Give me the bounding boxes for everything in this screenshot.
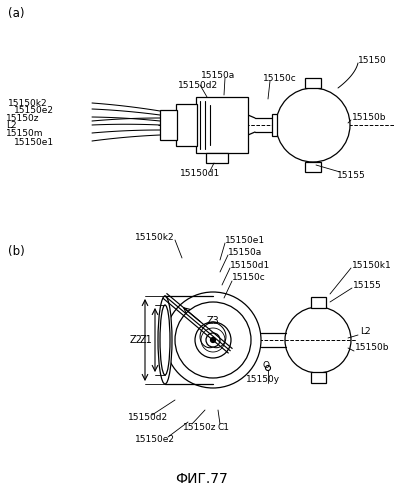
Text: C1: C1 [218,423,230,432]
Text: 15150b: 15150b [355,343,390,352]
Bar [305,78,321,88]
Text: 15155: 15155 [337,171,366,180]
Text: 15150k1: 15150k1 [352,260,392,269]
Ellipse shape [160,305,170,375]
Text: 15150d2: 15150d2 [178,80,218,89]
Bar [206,153,228,163]
Text: 15150c: 15150c [263,73,297,82]
Bar [272,114,277,136]
Circle shape [211,337,215,342]
Bar [160,110,177,140]
Circle shape [285,307,351,373]
Circle shape [165,292,261,388]
Circle shape [276,88,350,162]
Text: 15150d1: 15150d1 [230,260,270,269]
Circle shape [195,322,231,358]
Text: (a): (a) [8,6,24,19]
Text: 15150e2: 15150e2 [135,436,175,445]
Text: Z1: Z1 [139,335,152,345]
Text: 15150e1: 15150e1 [225,236,265,245]
Text: 15150a: 15150a [201,70,235,79]
Bar [176,104,197,146]
Text: 15150z: 15150z [6,113,40,122]
Text: L2: L2 [6,120,17,130]
Text: Z3: Z3 [206,316,219,326]
Text: 15150e1: 15150e1 [14,138,54,147]
Text: 15150d1: 15150d1 [180,169,220,178]
Bar [311,297,326,308]
Text: 15150b: 15150b [352,112,386,121]
Circle shape [266,365,271,370]
Text: 15150a: 15150a [228,248,262,256]
Text: Z2: Z2 [129,335,142,345]
Bar [305,162,321,172]
Text: 15150k2: 15150k2 [8,98,48,107]
Text: 15150m: 15150m [6,129,43,138]
Text: 15150e2: 15150e2 [14,105,54,114]
Text: ФИГ.77: ФИГ.77 [176,472,228,486]
Text: L2: L2 [360,327,371,336]
Text: O: O [262,360,269,369]
Text: 15155: 15155 [353,280,382,289]
Bar [196,97,248,153]
Text: (b): (b) [8,245,25,257]
Text: 15150k2: 15150k2 [135,233,175,242]
Bar [311,372,326,383]
Text: 15150z: 15150z [183,423,217,432]
Text: 15150c: 15150c [232,273,266,282]
Text: 15150y: 15150y [246,376,280,385]
Circle shape [206,333,220,347]
Circle shape [175,302,251,378]
Text: 15150: 15150 [358,55,387,64]
Ellipse shape [158,296,172,384]
Text: 15150d2: 15150d2 [128,414,168,423]
